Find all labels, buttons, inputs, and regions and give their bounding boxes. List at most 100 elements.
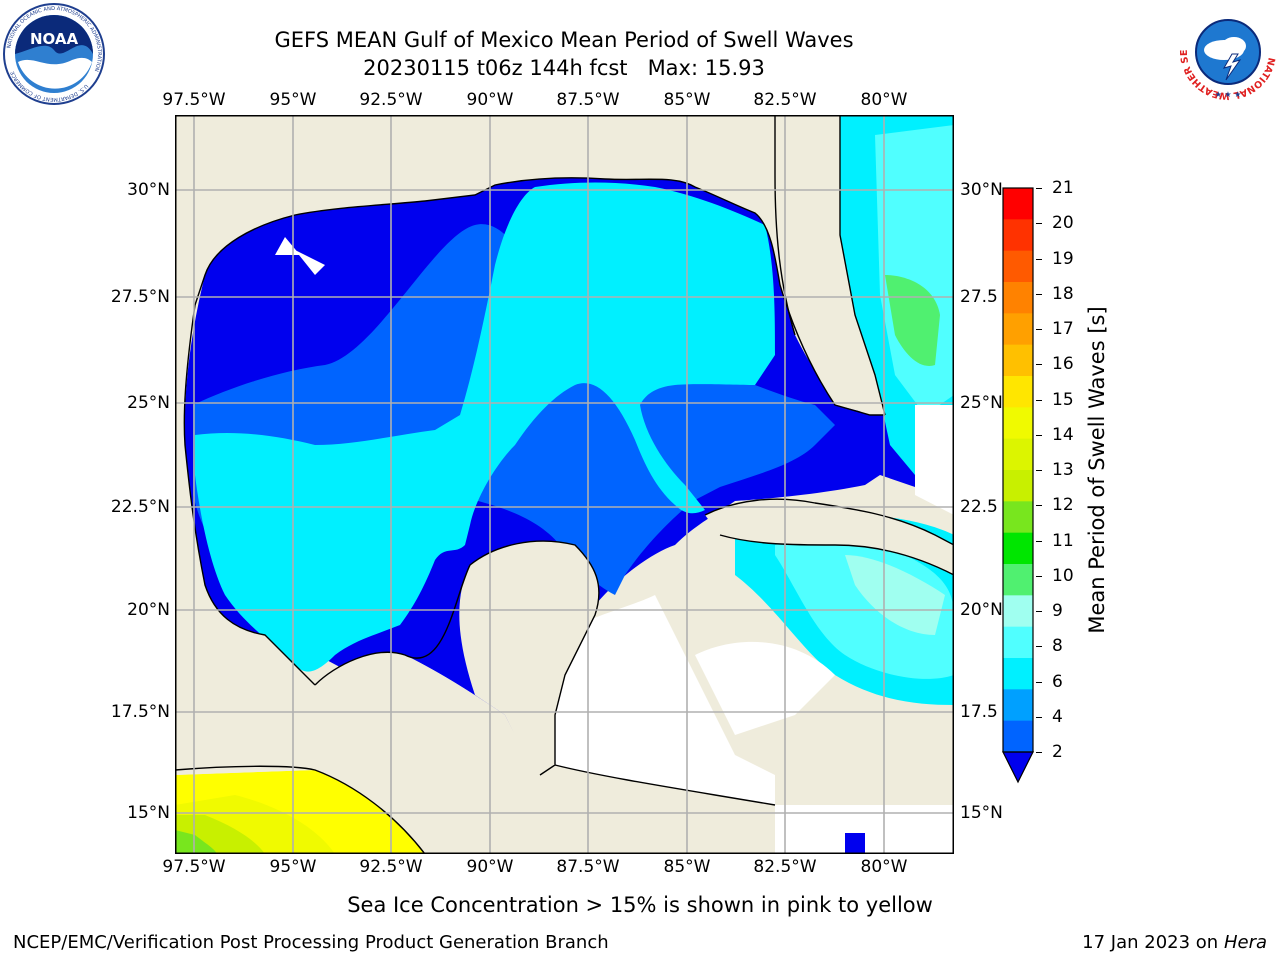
lon-tick-top: 80°W — [860, 90, 908, 110]
colorbar-tick-label: 17 — [1052, 319, 1074, 339]
footer-date: 17 Jan 2023 on Hera — [1082, 932, 1267, 954]
colorbar-tick-label: 8 — [1052, 636, 1063, 657]
colorbar-segment — [1003, 689, 1033, 722]
colorbar-tick-label: 11 — [1052, 530, 1074, 551]
lat-tick-left: 15°N — [127, 803, 170, 823]
colorbar-segment — [1003, 658, 1033, 690]
colorbar-tick-label: 19 — [1052, 248, 1074, 269]
colorbar-tick-label: 10 — [1052, 565, 1074, 586]
lat-tick-left: 30°N — [127, 180, 170, 200]
lat-tick-left: 25°N — [127, 393, 170, 413]
colorbar-tick-label: 13 — [1052, 460, 1074, 480]
sea-ice-note: Sea Ice Concentration > 15% is shown in … — [347, 893, 933, 917]
colorbar-tick-mark — [1036, 329, 1042, 330]
lat-tick-right: 22.5 — [960, 497, 998, 517]
colorbar-ticks: 21 20 19 18 17 16 15 14 13 12 11 10 9 8 6 4 2 — [1036, 178, 1086, 786]
coastline — [175, 115, 954, 854]
colorbar-segment — [1003, 626, 1033, 659]
colorbar-tick-label: 15 — [1052, 389, 1074, 410]
land-yucatan — [175, 652, 555, 854]
nws-logo: NATIONAL WEATHER SERVICE ★ ★ ★ — [1178, 2, 1277, 101]
colorbar-tick-mark — [1036, 646, 1042, 648]
colorbar-segment — [1003, 438, 1033, 471]
lon-tick-bottom: 87.5°W — [556, 857, 620, 877]
footer-host: Hera — [1223, 932, 1267, 953]
colorbar-tick-mark — [1036, 611, 1042, 612]
colorbar-segment — [1003, 313, 1033, 346]
colorbar-segment — [1003, 595, 1033, 628]
land-yucatan-peninsula — [459, 541, 599, 775]
land-west — [175, 305, 315, 775]
land-north — [175, 115, 840, 305]
colorbar-segment — [1003, 376, 1033, 408]
lat-tick-right: 20°N — [960, 600, 1003, 620]
colorbar-tick-mark — [1036, 540, 1042, 542]
lat-tick-left: 17.5°N — [110, 702, 170, 722]
colorbar-tick-mark — [1036, 258, 1042, 260]
lat-tick-right: 17.5 — [960, 702, 998, 722]
lon-tick-top: 92.5°W — [359, 90, 423, 110]
colorbar-tick-label: 4 — [1052, 706, 1063, 727]
lat-tick-right: 30°N — [960, 180, 1003, 200]
colorbar-tick-mark — [1036, 223, 1042, 225]
lat-tick-left: 20°N — [127, 600, 170, 620]
colorbar-tick-label: 20 — [1052, 213, 1074, 234]
colorbar-tick-mark — [1036, 575, 1042, 577]
colorbar-segment — [1003, 282, 1033, 314]
colorbar-tick-mark — [1036, 399, 1042, 401]
lon-tick-top: 82.5°W — [753, 90, 817, 110]
map-panel — [175, 115, 954, 854]
colorbar-segment — [1003, 188, 1033, 220]
lon-tick-bottom: 85°W — [663, 857, 711, 877]
colorbar-tick-mark — [1036, 188, 1042, 189]
colorbar-tick-mark — [1036, 716, 1042, 718]
colorbar-segment — [1003, 501, 1033, 534]
colorbar-tick-mark — [1036, 752, 1042, 753]
colorbar-tick-mark — [1036, 470, 1042, 471]
colorbar-tick-label: 2 — [1052, 742, 1063, 762]
colorbar-tick-label: 14 — [1052, 424, 1074, 445]
chart-title: GEFS MEAN Gulf of Mexico Mean Period of … — [274, 28, 854, 52]
colorbar-segment — [1003, 720, 1033, 753]
colorbar-segment — [1003, 470, 1033, 502]
colorbar-tick-label: 16 — [1052, 354, 1074, 375]
colorbar-tick-label: 9 — [1052, 601, 1063, 621]
colorbar-segment — [1003, 250, 1033, 283]
lat-tick-right: 27.5 — [960, 287, 998, 307]
lat-tick-left: 22.5°N — [110, 497, 170, 517]
lon-tick-bottom: 92.5°W — [359, 857, 423, 877]
colorbar-tick-label: 6 — [1052, 671, 1063, 692]
colorbar-tick-mark — [1036, 505, 1042, 507]
land-central-america — [555, 765, 775, 854]
lon-tick-top: 87.5°W — [556, 90, 620, 110]
colorbar-segment — [1003, 407, 1033, 440]
colorbar-tick-mark — [1036, 293, 1042, 295]
colorbar-tick-mark — [1036, 434, 1042, 436]
colorbar-segment — [1003, 219, 1033, 252]
footer-credit: NCEP/EMC/Verification Post Processing Pr… — [13, 932, 609, 953]
lon-tick-bottom: 82.5°W — [753, 857, 817, 877]
graticule — [175, 115, 954, 854]
colorbar — [1002, 187, 1034, 784]
colorbar-label: Mean Period of Swell Waves [s] — [1085, 306, 1109, 634]
lon-tick-bottom: 95°W — [269, 857, 317, 877]
lon-tick-top: 85°W — [663, 90, 711, 110]
lat-tick-left: 27.5°N — [110, 287, 170, 307]
lon-tick-top: 97.5°W — [162, 90, 226, 110]
colorbar-tick-label: 21 — [1052, 178, 1074, 198]
lon-tick-bottom: 80°W — [860, 857, 908, 877]
colorbar-tick-label: 18 — [1052, 283, 1074, 304]
colorbar-segment — [1003, 344, 1033, 377]
land-cuba — [705, 499, 954, 575]
lon-tick-top: 95°W — [269, 90, 317, 110]
colorbar-tick-label: 12 — [1052, 495, 1074, 516]
noaa-logo: NOAA NATIONAL OCEANIC AND ATMOSPHERIC AD… — [3, 3, 105, 105]
lon-tick-top: 90°W — [466, 90, 514, 110]
noaa-logo-name: NOAA — [30, 30, 79, 48]
svg-text:★ ★ ★: ★ ★ ★ — [1215, 90, 1242, 99]
lat-tick-right: 25°N — [960, 393, 1003, 413]
lon-tick-bottom: 97.5°W — [162, 857, 226, 877]
colorbar-segment — [1003, 564, 1033, 596]
lat-tick-right: 15°N — [960, 803, 1003, 823]
footer-date-text: 17 Jan 2023 on — [1082, 932, 1224, 953]
